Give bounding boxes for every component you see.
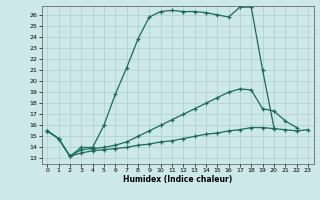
X-axis label: Humidex (Indice chaleur): Humidex (Indice chaleur) [123, 175, 232, 184]
